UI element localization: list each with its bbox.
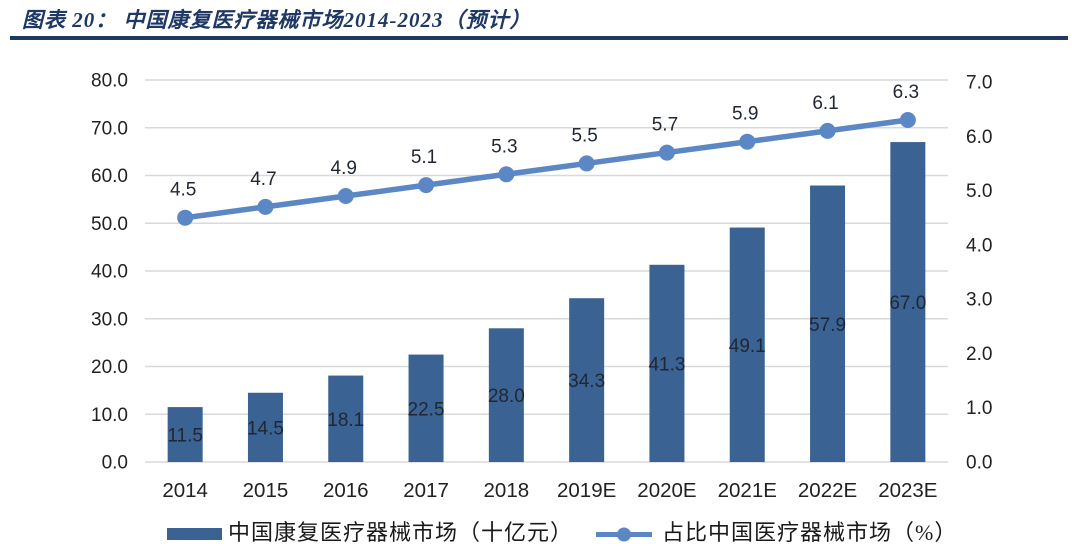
bar-value-label: 57.9	[809, 315, 846, 336]
line-value-label: 4.7	[250, 169, 276, 190]
y-axis-tick-right: 0.0	[966, 453, 992, 474]
line-marker	[177, 209, 194, 226]
x-axis-label: 2016	[323, 479, 369, 502]
bar-value-label: 14.5	[247, 418, 284, 439]
bar-value-label: 22.5	[408, 399, 445, 420]
line-marker	[498, 166, 515, 183]
x-axis-label: 2015	[243, 479, 289, 502]
line-marker	[578, 155, 595, 172]
x-axis-label: 2019E	[557, 479, 616, 502]
y-axis-tick-left: 0.0	[102, 453, 128, 474]
line-value-label: 6.3	[893, 82, 919, 103]
chart-legend: 中国康复医疗器械市场（十亿元） 占比中国医疗器械市场（%）	[0, 518, 1077, 549]
y-axis-tick-right: 1.0	[966, 398, 992, 419]
y-axis-tick-left: 50.0	[91, 214, 128, 235]
bar	[810, 185, 846, 462]
x-axis-label: 2022E	[798, 479, 857, 502]
line-marker	[418, 177, 435, 194]
line-marker	[819, 122, 836, 139]
bar	[649, 264, 685, 462]
line-value-label: 5.1	[411, 147, 437, 168]
y-axis-tick-left: 30.0	[91, 309, 128, 330]
y-axis-tick-left: 40.0	[91, 262, 128, 283]
bar-value-label: 41.3	[648, 354, 685, 375]
bar	[890, 142, 926, 462]
line-marker	[257, 198, 274, 215]
y-axis-tick-right: 3.0	[966, 290, 992, 311]
line-marker	[658, 144, 675, 161]
bar-value-label: 49.1	[729, 336, 766, 357]
line-value-label: 6.1	[812, 93, 838, 114]
bar	[729, 227, 765, 462]
y-axis-tick-left: 10.0	[91, 405, 128, 426]
bar-value-label: 67.0	[889, 293, 926, 314]
bar-value-label: 18.1	[327, 410, 364, 431]
y-axis-tick-left: 80.0	[91, 71, 128, 92]
chart-canvas: 0.0 10.0 20.0 30.0 40.0 50.0 60.0 70.0 80.0 0.0 1.…	[91, 71, 992, 503]
line-series-legend-label: 占比中国医疗器械市场（%）	[662, 520, 958, 545]
x-axis-label: 2021E	[718, 479, 777, 502]
y-axis-tick-left: 60.0	[91, 166, 128, 187]
line-value-label: 5.9	[732, 104, 758, 125]
y-axis-tick-right: 5.0	[966, 181, 992, 202]
line-marker	[337, 188, 354, 204]
y-axis-tick-right: 2.0	[966, 344, 992, 365]
bar	[167, 407, 203, 462]
line-value-label: 5.7	[652, 115, 678, 136]
line-value-label: 4.5	[170, 180, 196, 201]
y-axis-tick-right: 4.0	[966, 235, 992, 256]
bar-value-label: 11.5	[167, 426, 203, 447]
x-axis-label: 2014	[162, 479, 208, 502]
bar-value-label: 34.3	[568, 371, 605, 392]
line-series-marker-icon	[596, 527, 652, 542]
bar	[488, 328, 524, 462]
title-divider	[10, 36, 1068, 40]
bar-series-swatch	[167, 528, 222, 540]
bar	[569, 298, 605, 462]
y-axis-tick-left: 70.0	[91, 118, 128, 139]
bar	[328, 375, 364, 462]
bar-value-label: 28.0	[488, 386, 525, 407]
x-axis-label: 2023E	[878, 479, 937, 502]
line-marker	[739, 133, 756, 150]
x-axis-label: 2017	[403, 479, 449, 502]
y-axis-tick-left: 20.0	[91, 357, 128, 378]
bar	[408, 354, 444, 462]
y-axis-tick-right: 6.0	[966, 127, 992, 148]
line-value-label: 5.5	[571, 125, 597, 146]
x-axis-label: 2018	[484, 479, 530, 502]
y-axis-tick-right: 7.0	[966, 73, 992, 94]
bar	[247, 392, 283, 462]
line-value-label: 5.3	[491, 136, 517, 157]
trend-line	[182, 117, 911, 221]
x-axis-label: 2020E	[637, 479, 696, 502]
bar-series-legend-label: 中国康复医疗器械市场（十亿元）	[228, 520, 574, 545]
line-marker	[899, 112, 916, 128]
figure-title: 图表 20： 中国康复医疗器械市场2014-2023（预计）	[22, 8, 532, 32]
line-value-label: 4.9	[331, 158, 357, 179]
